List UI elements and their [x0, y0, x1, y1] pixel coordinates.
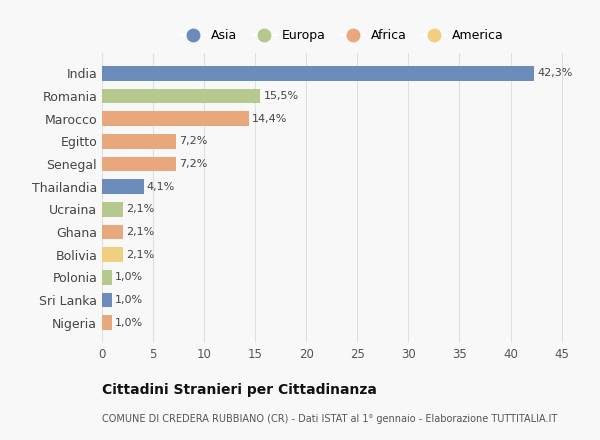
Text: 2,1%: 2,1% — [127, 204, 155, 214]
Bar — [102, 247, 124, 262]
Text: 14,4%: 14,4% — [252, 114, 287, 124]
Text: 15,5%: 15,5% — [263, 91, 298, 101]
Text: 2,1%: 2,1% — [127, 249, 155, 260]
Bar — [102, 134, 176, 149]
Bar — [102, 270, 112, 285]
Text: 7,2%: 7,2% — [179, 136, 207, 147]
Bar — [102, 157, 176, 171]
Bar — [102, 111, 249, 126]
Bar — [102, 225, 124, 239]
Bar — [102, 180, 144, 194]
Bar — [102, 89, 260, 103]
Bar — [102, 315, 112, 330]
Text: 7,2%: 7,2% — [179, 159, 207, 169]
Legend: Asia, Europa, Africa, America: Asia, Europa, Africa, America — [176, 24, 508, 47]
Bar — [102, 202, 124, 216]
Text: 1,0%: 1,0% — [115, 272, 143, 282]
Text: 42,3%: 42,3% — [537, 68, 572, 78]
Text: 1,0%: 1,0% — [115, 318, 143, 328]
Text: Cittadini Stranieri per Cittadinanza: Cittadini Stranieri per Cittadinanza — [102, 383, 377, 397]
Text: 2,1%: 2,1% — [127, 227, 155, 237]
Bar — [102, 293, 112, 307]
Text: 1,0%: 1,0% — [115, 295, 143, 305]
Bar — [102, 66, 534, 81]
Text: COMUNE DI CREDERA RUBBIANO (CR) - Dati ISTAT al 1° gennaio - Elaborazione TUTTIT: COMUNE DI CREDERA RUBBIANO (CR) - Dati I… — [102, 414, 557, 424]
Text: 4,1%: 4,1% — [147, 182, 175, 192]
